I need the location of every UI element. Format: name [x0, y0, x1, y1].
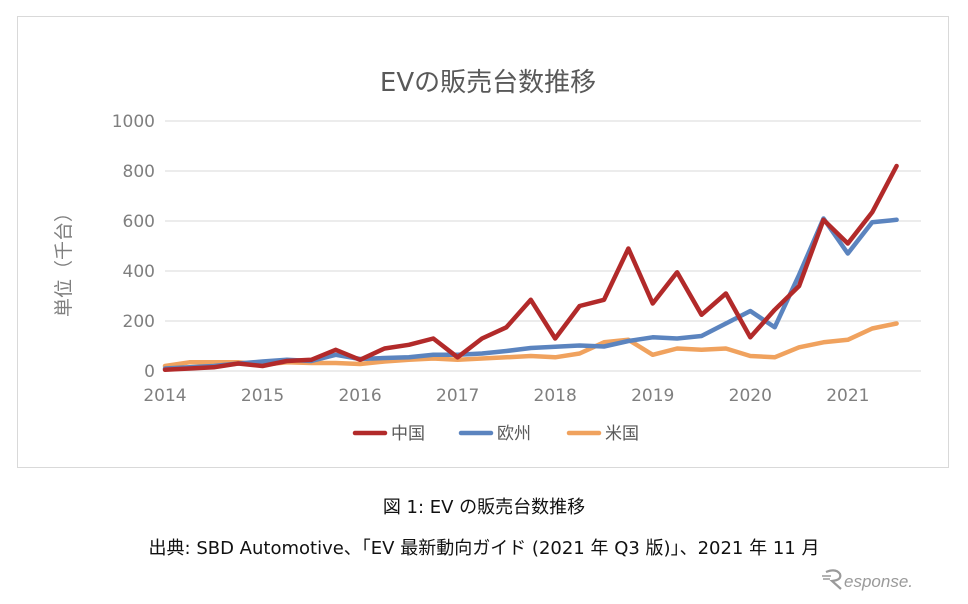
series-line-0 [162, 163, 899, 373]
legend-label: 欧州 [497, 424, 531, 444]
x-tick-label: 2014 [143, 386, 186, 406]
x-tick-label: 2017 [436, 386, 479, 406]
y-tick-label: 400 [123, 262, 155, 282]
legend-item-2: 米国 [566, 424, 639, 444]
svg-text:esponse.: esponse. [844, 572, 913, 591]
x-tick-label: 2019 [631, 386, 674, 406]
y-tick-label: 200 [123, 312, 155, 332]
y-tick-label: 1000 [112, 112, 155, 132]
y-tick-label: 800 [123, 162, 155, 182]
source-caption: 出典: SBD Automotive、「EV 最新動向ガイド (2021 年 Q… [148, 538, 820, 559]
legend-label: 米国 [605, 424, 639, 444]
legend-item-0: 中国 [352, 424, 425, 444]
x-tick-label: 2018 [534, 386, 577, 406]
figure-caption: 図 1: EV の販売台数推移 [382, 497, 586, 518]
y-axis-label: 単位（千台） [53, 203, 75, 317]
response-logo-watermark: esponse. [822, 569, 913, 591]
ev-sales-line-chart: EVの販売台数推移 0 200 400 600 800 1000 2014 2015 2016… [53, 68, 921, 444]
x-tick-label: 2016 [338, 386, 381, 406]
x-tick-label: 2015 [241, 386, 284, 406]
chart-frame: EVの販売台数推移 0 200 400 600 800 1000 2014 2015 2016… [17, 16, 949, 468]
legend-item-1: 欧州 [458, 424, 531, 444]
x-tick-label: 2021 [826, 386, 869, 406]
y-tick-label: 0 [144, 362, 155, 382]
y-tick-label: 600 [123, 212, 155, 232]
chart-title: EVの販売台数推移 [380, 68, 596, 98]
x-tick-label: 2020 [729, 386, 772, 406]
series-line-1 [162, 216, 899, 371]
legend-label: 中国 [391, 424, 425, 444]
